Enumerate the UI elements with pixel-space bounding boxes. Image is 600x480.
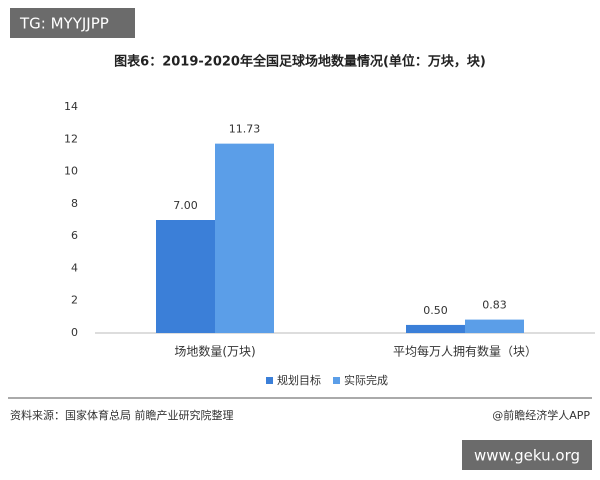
value-label: 11.73 <box>229 123 261 136</box>
tg-box <box>10 8 135 38</box>
legend-swatch <box>266 377 273 384</box>
chart-title: 图表6：2019-2020年全国足球场地数量情况(单位：万块，块) <box>114 54 486 70</box>
y-tick-label: 10 <box>64 165 78 178</box>
legend-label: 实际完成 <box>344 373 388 387</box>
credit: @前瞻经济学人APP <box>492 408 590 422</box>
y-tick-label: 0 <box>71 326 78 339</box>
legend-label: 规划目标 <box>277 373 321 387</box>
y-tick-label: 14 <box>64 100 78 113</box>
value-label: 0.83 <box>482 299 507 312</box>
value-label: 7.00 <box>173 199 198 212</box>
bar <box>156 220 215 333</box>
y-tick-label: 6 <box>71 229 78 242</box>
tg-label: TG: MYYJJPP <box>19 15 109 33</box>
y-tick-label: 8 <box>71 197 78 210</box>
bar <box>465 319 524 333</box>
geku-box <box>462 440 592 470</box>
bar <box>406 324 465 333</box>
geku-label: www.geku.org <box>474 447 580 465</box>
x-tick-label: 场地数量(万块) <box>174 344 255 359</box>
legend-swatch <box>333 377 340 384</box>
bar <box>215 143 274 333</box>
source: 资料来源：国家体育总局 前瞻产业研究院整理 <box>10 408 234 422</box>
y-tick-label: 4 <box>71 261 78 274</box>
value-label: 0.50 <box>423 304 448 317</box>
y-tick-label: 2 <box>71 294 78 307</box>
y-tick-label: 12 <box>64 132 78 145</box>
x-tick-label: 平均每万人拥有数量（块） <box>393 344 537 359</box>
